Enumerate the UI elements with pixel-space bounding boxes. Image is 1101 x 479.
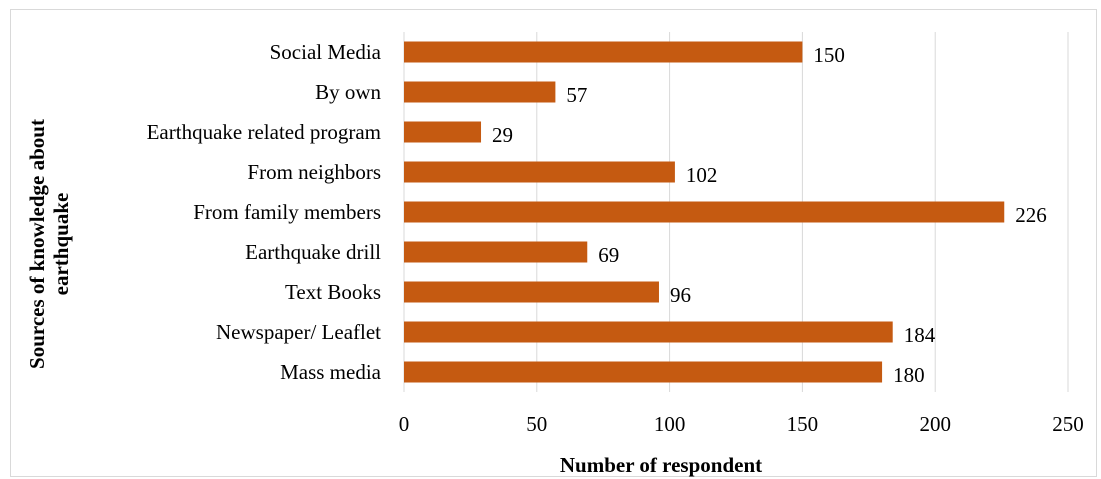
data-label: 184 [904,323,936,347]
y-axis-title: Sources of knowledge about earthquake [25,119,73,369]
bar [404,81,556,103]
category-label: Social Media [270,40,382,64]
category-label: From family members [193,200,381,224]
bar [404,201,1005,223]
data-label: 29 [492,123,513,147]
chart-frame [10,9,1097,477]
category-label: Mass media [280,360,382,384]
data-label: 57 [566,83,587,107]
category-labels: Social Media By own Earthquake related pro… [147,40,382,384]
bar [404,241,588,263]
category-label: Earthquake drill [245,240,381,264]
x-tick-label: 0 [399,412,410,436]
y-axis-title-line-1: Sources of knowledge about [25,119,49,369]
bar [404,121,482,143]
data-label: 102 [686,163,718,187]
data-label: 180 [893,363,925,387]
category-label: Earthquake related program [147,120,381,144]
category-label: From neighbors [247,160,381,184]
x-tick-label: 100 [654,412,686,436]
bar [404,41,803,63]
data-label: 69 [598,243,619,267]
x-axis-title: Number of respondent [560,453,762,477]
bar [404,161,675,183]
data-label: 150 [813,43,845,67]
bar [404,361,883,383]
data-label: 96 [670,283,691,307]
data-label: 226 [1015,203,1047,227]
x-tick-label: 150 [787,412,819,436]
x-tick-label: 250 [1052,412,1084,436]
category-label: Newspaper/ Leaflet [216,320,381,344]
bars [404,41,1005,383]
value-labels: 150 57 29 102 226 69 96 184 180 [492,43,1047,387]
category-label: By own [315,80,381,104]
x-tick-label: 50 [526,412,547,436]
x-tick-label: 200 [919,412,951,436]
category-label: Text Books [285,280,381,304]
x-tick-labels: 0 50 100 150 200 250 [399,412,1084,436]
bar [404,281,659,303]
y-axis-title-line-2: earthquake [49,193,73,296]
bar [404,321,893,343]
